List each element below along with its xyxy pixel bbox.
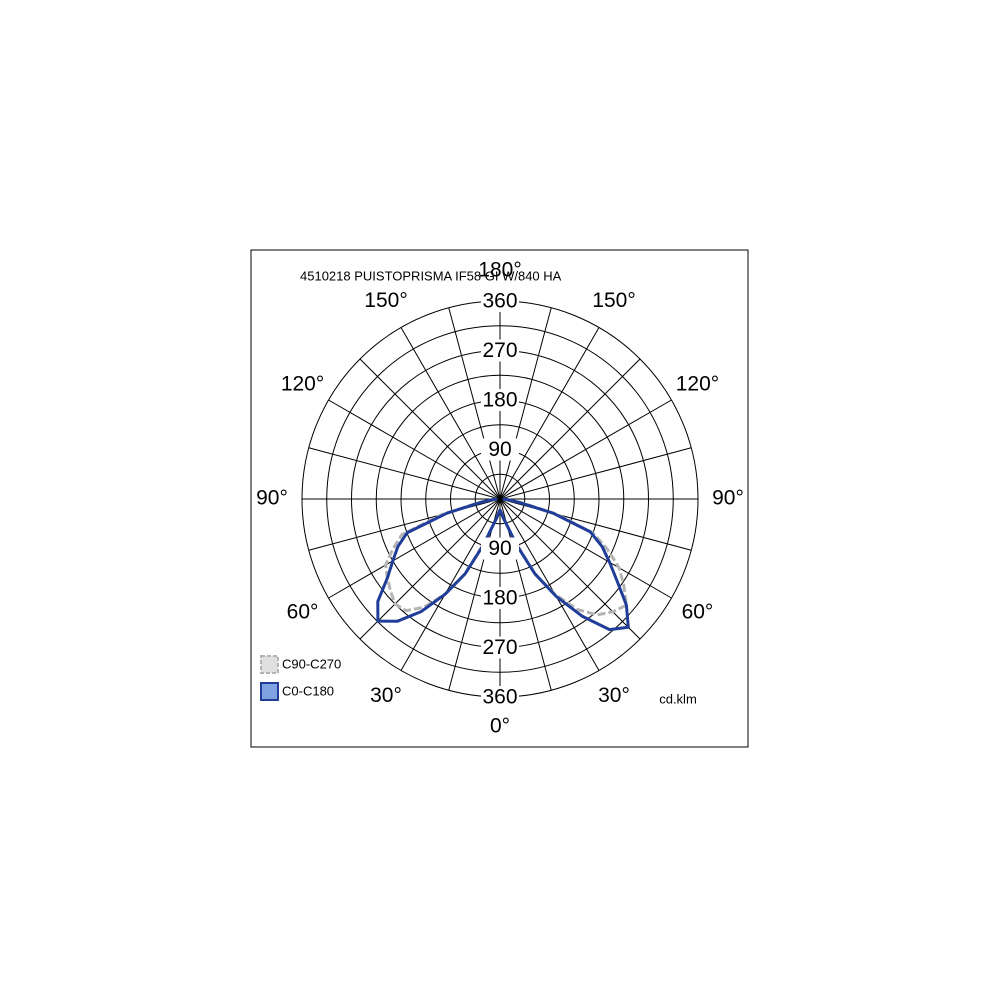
grid-spoke <box>499 307 552 500</box>
series-line <box>376 497 630 632</box>
grid-spoke <box>499 498 600 671</box>
legend-swatch <box>260 655 279 674</box>
angle-tick-label: 60° <box>682 601 714 624</box>
grid-spoke <box>499 498 641 640</box>
r-tick-bg <box>481 686 519 708</box>
angle-tick-label: 90° <box>712 487 744 510</box>
unit-label: cd.klm <box>659 691 697 706</box>
r-tick-label: 360 <box>482 686 517 709</box>
grid-spoke <box>328 498 501 599</box>
angle-tick-label: 150° <box>364 289 407 312</box>
grid-spoke <box>328 399 501 500</box>
grid <box>301 300 699 698</box>
r-tick-bg <box>481 587 519 609</box>
curves <box>376 497 630 632</box>
angle-tick-label: 180° <box>478 259 521 282</box>
angle-tick-label: 30° <box>370 684 402 707</box>
r-tick-label: 90 <box>488 537 511 560</box>
grid-spoke <box>400 327 501 500</box>
grid-spoke <box>499 327 600 500</box>
r-tick-bg <box>481 537 519 560</box>
r-tick-bg <box>481 389 519 411</box>
r-tick-bg <box>481 438 519 461</box>
angle-tick-label: 60° <box>287 601 319 624</box>
grid-spoke <box>499 399 672 500</box>
angle-tick-label: 90° <box>256 487 288 510</box>
grid-spoke <box>308 447 501 500</box>
angle-tick-label: 0° <box>490 715 510 738</box>
angle-tick-label: 120° <box>676 373 719 396</box>
r-tick-label: 270 <box>482 339 517 362</box>
grid-spoke <box>400 498 501 671</box>
grid-spoke <box>499 498 672 599</box>
chart-title: 4510218 PUISTOPRISMA IF58 GI W/840 HA <box>300 268 562 283</box>
r-tick-label: 90 <box>488 438 511 461</box>
angle-tick-label: 120° <box>281 373 324 396</box>
legend-label: C0-C180 <box>282 683 334 698</box>
grid-spoke <box>499 358 641 500</box>
legend-swatch <box>260 682 279 701</box>
r-tick-label: 180 <box>482 389 517 412</box>
grid-spoke <box>359 498 501 640</box>
grid-spoke <box>359 358 501 500</box>
grid-spoke <box>448 307 501 500</box>
r-tick-bg <box>481 339 519 362</box>
legend-label: C90-C270 <box>282 656 341 671</box>
r-tick-bg <box>481 636 519 659</box>
labels: C90-C270 C0-C180 90 90 180 180 270 270 360 360 150… <box>256 259 744 738</box>
angle-tick-label: 150° <box>592 289 635 312</box>
r-tick-label: 180 <box>482 587 517 610</box>
r-tick-bg <box>481 290 519 312</box>
grid-spoke <box>499 447 692 500</box>
r-tick-label: 270 <box>482 636 517 659</box>
angle-tick-label: 30° <box>598 684 630 707</box>
r-tick-label: 360 <box>482 290 517 313</box>
